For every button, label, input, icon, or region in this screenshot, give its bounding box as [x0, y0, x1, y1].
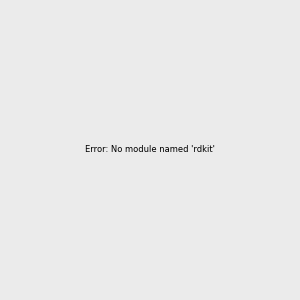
Text: Error: No module named 'rdkit': Error: No module named 'rdkit' — [85, 146, 215, 154]
